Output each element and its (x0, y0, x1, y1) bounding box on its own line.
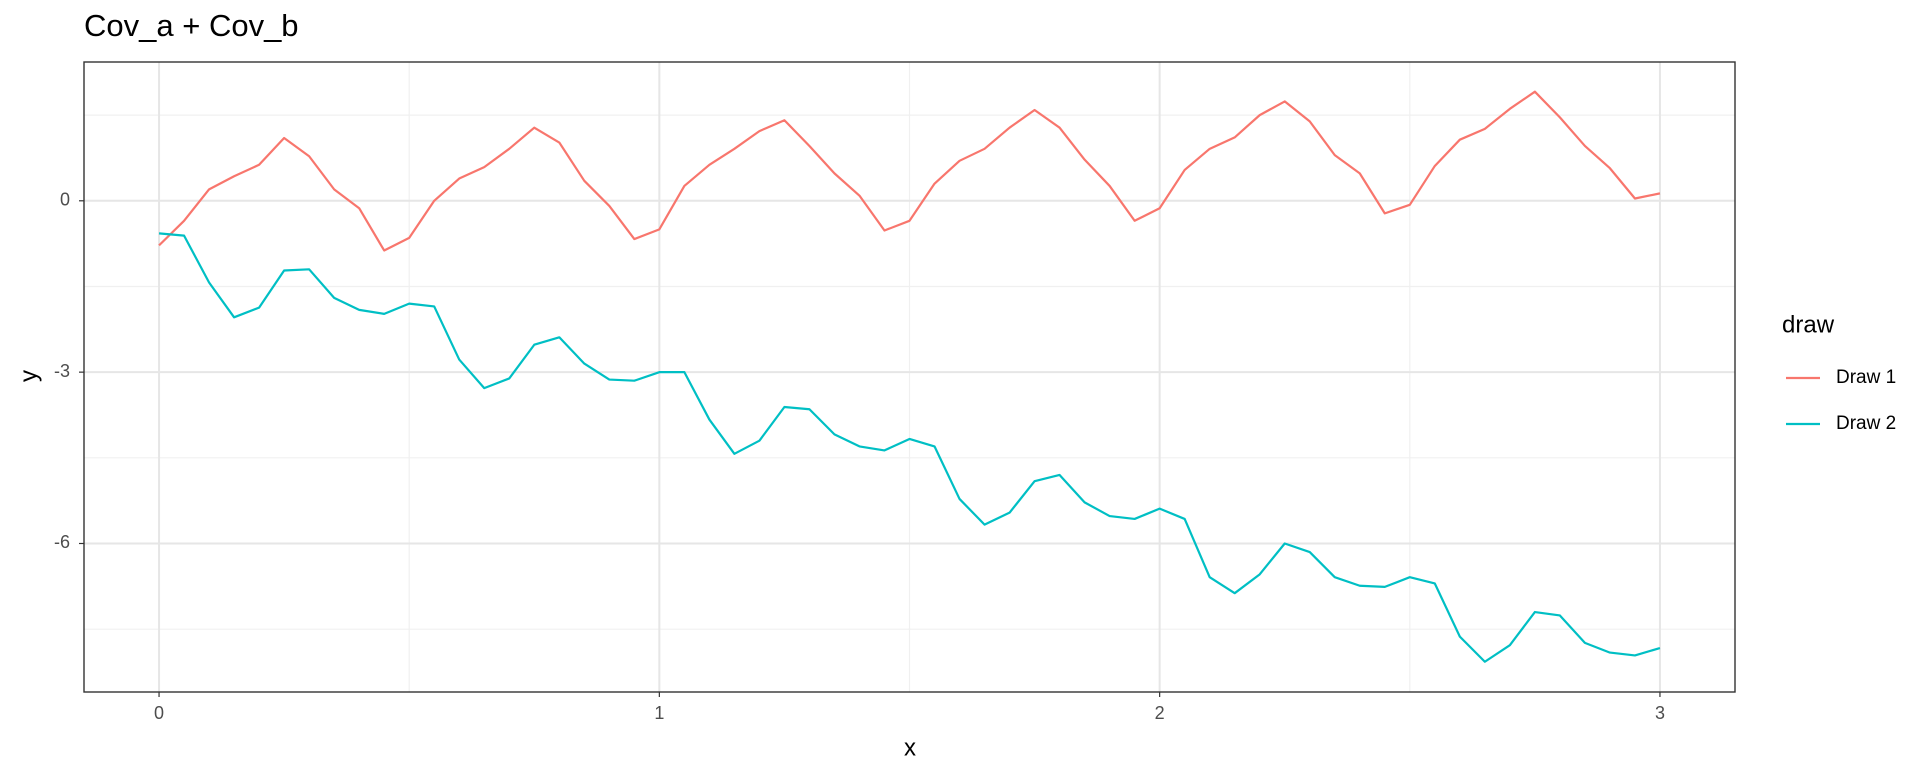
x-tick-label: 3 (1655, 703, 1665, 723)
y-axis-title: y (15, 370, 42, 382)
chart-title: Cov_a + Cov_b (84, 8, 299, 43)
y-tick-label: -6 (54, 532, 70, 552)
x-tick-label: 1 (654, 703, 664, 723)
x-tick-label: 0 (154, 703, 164, 723)
x-axis-title: x (904, 734, 916, 761)
legend-label: Draw 2 (1836, 413, 1896, 434)
series-line (158, 90, 1661, 252)
x-tick-label: 2 (1155, 703, 1165, 723)
series-line (158, 232, 1661, 663)
legend-label: Draw 1 (1836, 367, 1896, 388)
legend-title: draw (1782, 311, 1835, 338)
plot-border (83, 61, 1736, 693)
y-tick-label: -3 (54, 361, 70, 381)
y-tick-label: 0 (60, 190, 70, 210)
